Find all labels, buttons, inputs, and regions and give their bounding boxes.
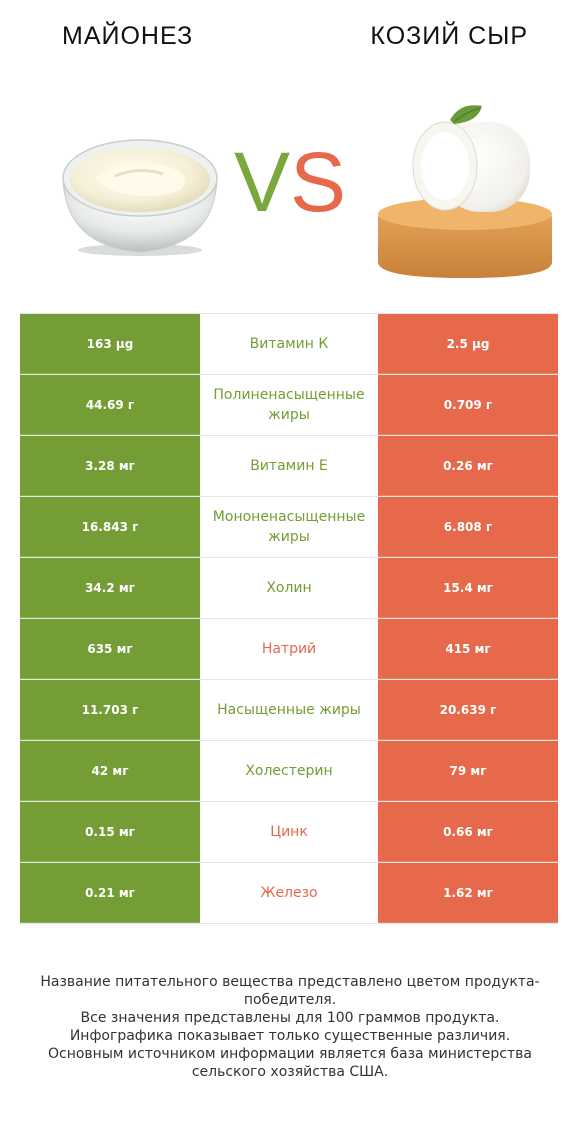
right-value: 15.4 мг <box>378 558 558 618</box>
table-row: 0.15 мг Цинк 0.66 мг <box>20 802 558 863</box>
footer-line-2: Все значения представлены для 100 граммо… <box>80 1010 500 1026</box>
vs-letter-s: S <box>290 135 347 229</box>
comparison-table: 163 µg Витамин К 2.5 µg 44.69 г Полиненасыще… <box>20 313 558 924</box>
versus-label: VS <box>225 132 355 232</box>
nutrient-name: Натрий <box>261 641 317 657</box>
left-value: 42 мг <box>20 741 200 801</box>
nutrient-name: Холин <box>266 580 312 596</box>
table-row: 42 мг Холестерин 79 мг <box>20 741 558 802</box>
table-row: 44.69 г Полиненасыщенные жиры 0.709 г <box>20 375 558 436</box>
right-value: 1.62 мг <box>378 863 558 923</box>
nutrient-name: Мононенасыщенные жиры <box>212 509 366 545</box>
left-value: 34.2 мг <box>20 558 200 618</box>
table-row: 34.2 мг Холин 15.4 мг <box>20 558 558 619</box>
left-product-title: МАЙОНЕЗ <box>62 22 194 50</box>
right-value: 2.5 µg <box>378 314 558 374</box>
table-row: 11.703 г Насыщенные жиры 20.639 г <box>20 680 558 741</box>
right-value: 6.808 г <box>378 497 558 557</box>
right-value: 0.66 мг <box>378 802 558 862</box>
left-value: 16.843 г <box>20 497 200 557</box>
right-value: 0.26 мг <box>378 436 558 496</box>
table-row: 0.21 мг Железо 1.62 мг <box>20 863 558 924</box>
right-value: 20.639 г <box>378 680 558 740</box>
footer-notes: Название питательного вещества представл… <box>20 973 560 1081</box>
nutrient-name: Насыщенные жиры <box>217 702 361 718</box>
nutrient-name: Холестерин <box>245 763 333 779</box>
footer-line-4: Основным источником информации является … <box>48 1046 532 1080</box>
right-value: 0.709 г <box>378 375 558 435</box>
nutrient-name: Полиненасыщенные жиры <box>213 387 365 423</box>
table-row: 3.28 мг Витамин E 0.26 мг <box>20 436 558 497</box>
nutrient-name: Витамин К <box>249 336 329 352</box>
goat-cheese-image <box>370 100 560 280</box>
left-value: 44.69 г <box>20 375 200 435</box>
footer-line-3: Инфографика показывает только существенн… <box>69 1028 511 1044</box>
mayonnaise-image <box>55 128 225 258</box>
nutrient-name: Цинк <box>270 824 308 840</box>
vs-letter-v: V <box>233 135 290 229</box>
left-value: 635 мг <box>20 619 200 679</box>
nutrient-name: Железо <box>260 885 318 901</box>
right-value: 415 мг <box>378 619 558 679</box>
left-value: 0.21 мг <box>20 863 200 923</box>
right-value: 79 мг <box>378 741 558 801</box>
left-value: 3.28 мг <box>20 436 200 496</box>
nutrient-name: Витамин E <box>250 458 328 474</box>
left-value: 0.15 мг <box>20 802 200 862</box>
footer-line-1: Название питательного вещества представл… <box>40 974 540 1008</box>
table-row: 16.843 г Мононенасыщенные жиры 6.808 г <box>20 497 558 558</box>
left-value: 163 µg <box>20 314 200 374</box>
table-row: 635 мг Натрий 415 мг <box>20 619 558 680</box>
left-value: 11.703 г <box>20 680 200 740</box>
table-row: 163 µg Витамин К 2.5 µg <box>20 313 558 375</box>
right-product-title: КОЗИЙ СЫР <box>370 22 528 50</box>
